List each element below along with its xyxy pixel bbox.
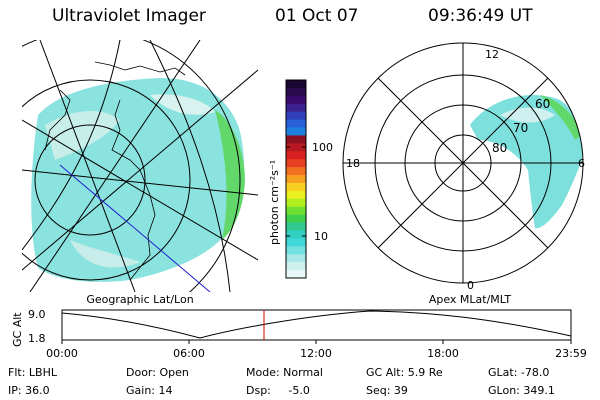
geo-emission-light3 <box>70 240 140 268</box>
colorbar-swatch <box>286 230 306 239</box>
polar-caption: Apex MLat/MLT <box>429 293 512 306</box>
seq-info: Seq: 39 <box>366 384 408 397</box>
geo-caption: Geographic Lat/Lon <box>86 293 193 306</box>
dsp-info: Dsp: -5.0 <box>246 384 310 397</box>
geographic-map <box>22 40 258 292</box>
colorbar-swatch <box>286 222 306 231</box>
glat-info: GLat: -78.0 <box>488 366 550 379</box>
colorbar-tick-100: 100 <box>312 141 333 154</box>
door-info: Door: Open <box>126 366 189 379</box>
altitude-plot-frame <box>61 309 572 341</box>
mlat-80-label: 80 <box>492 141 507 155</box>
colorbar-swatch <box>286 246 306 255</box>
x-tick-0600: 06:00 <box>173 347 205 360</box>
colorbar-swatch <box>286 159 306 168</box>
colorbar-swatch <box>286 238 306 247</box>
geo-emission-light <box>45 110 120 160</box>
instrument-title: Ultraviolet Imager <box>52 6 206 26</box>
mlt-18-label: 18 <box>346 157 360 170</box>
coastline-3 <box>44 89 71 151</box>
mlt-6-label: 6 <box>578 157 585 170</box>
colorbar-swatch <box>286 270 306 279</box>
mlat-60-label: 60 <box>535 97 550 111</box>
colorbar-swatch <box>286 151 306 160</box>
colorbar-swatch <box>286 198 306 208</box>
colorbar-swatch <box>286 182 306 192</box>
colorbar-swatch <box>286 95 306 105</box>
x-tick-1200: 12:00 <box>300 347 332 360</box>
altitude-ylabel: GC Alt <box>11 312 24 347</box>
coastline-2 <box>94 61 186 76</box>
gc-alt-info: GC Alt: 5.9 Re <box>366 366 443 379</box>
mlt-12-label: 12 <box>485 48 499 61</box>
mlat-70-label: 70 <box>513 121 528 135</box>
colorbar-swatch <box>286 111 306 121</box>
colorbar-swatch <box>286 127 306 136</box>
coastline-1 <box>111 99 156 281</box>
colorbar-unit-label: photon cm⁻²s⁻¹ <box>268 160 281 245</box>
colorbar-swatch <box>286 143 306 152</box>
gain-info: Gain: 14 <box>126 384 173 397</box>
colorbar-swatch <box>286 206 306 216</box>
mlt-0-label: 0 <box>467 279 474 292</box>
colorbar <box>286 80 306 279</box>
colorbar-swatch <box>286 87 306 97</box>
colorbar-swatch <box>286 135 306 144</box>
colorbar-swatch <box>286 262 306 271</box>
glon-info: GLon: 349.1 <box>488 384 555 397</box>
colorbar-swatch <box>286 254 306 263</box>
x-tick-0000: 00:00 <box>46 347 78 360</box>
date-label: 01 Oct 07 <box>275 6 359 26</box>
filter-info: Flt: LBHL <box>8 366 57 379</box>
x-tick-2359: 23:59 <box>555 347 587 360</box>
altitude-tick-top: 9.0 <box>28 308 46 321</box>
altitude-curve <box>61 310 572 339</box>
mode-info: Mode: Normal <box>246 366 323 379</box>
colorbar-tick-10: 10 <box>314 230 328 243</box>
altitude-tick-bottom: 1.8 <box>28 332 46 345</box>
ip-info: IP: 36.0 <box>8 384 50 397</box>
geo-emission-light2 <box>150 94 215 115</box>
colorbar-swatch <box>286 80 306 89</box>
x-tick-1800: 18:00 <box>427 347 459 360</box>
colorbar-swatch <box>286 119 306 129</box>
polar-plot <box>470 94 582 229</box>
time-label: 09:36:49 UT <box>428 6 533 26</box>
colorbar-swatch <box>286 103 306 113</box>
colorbar-swatch <box>286 214 306 224</box>
colorbar-swatch <box>286 167 306 176</box>
colorbar-swatch <box>286 190 306 200</box>
colorbar-swatch <box>286 175 306 184</box>
polar-emission-light <box>500 107 555 123</box>
terminator-line <box>59 164 211 292</box>
polar-emission-green <box>540 95 582 140</box>
